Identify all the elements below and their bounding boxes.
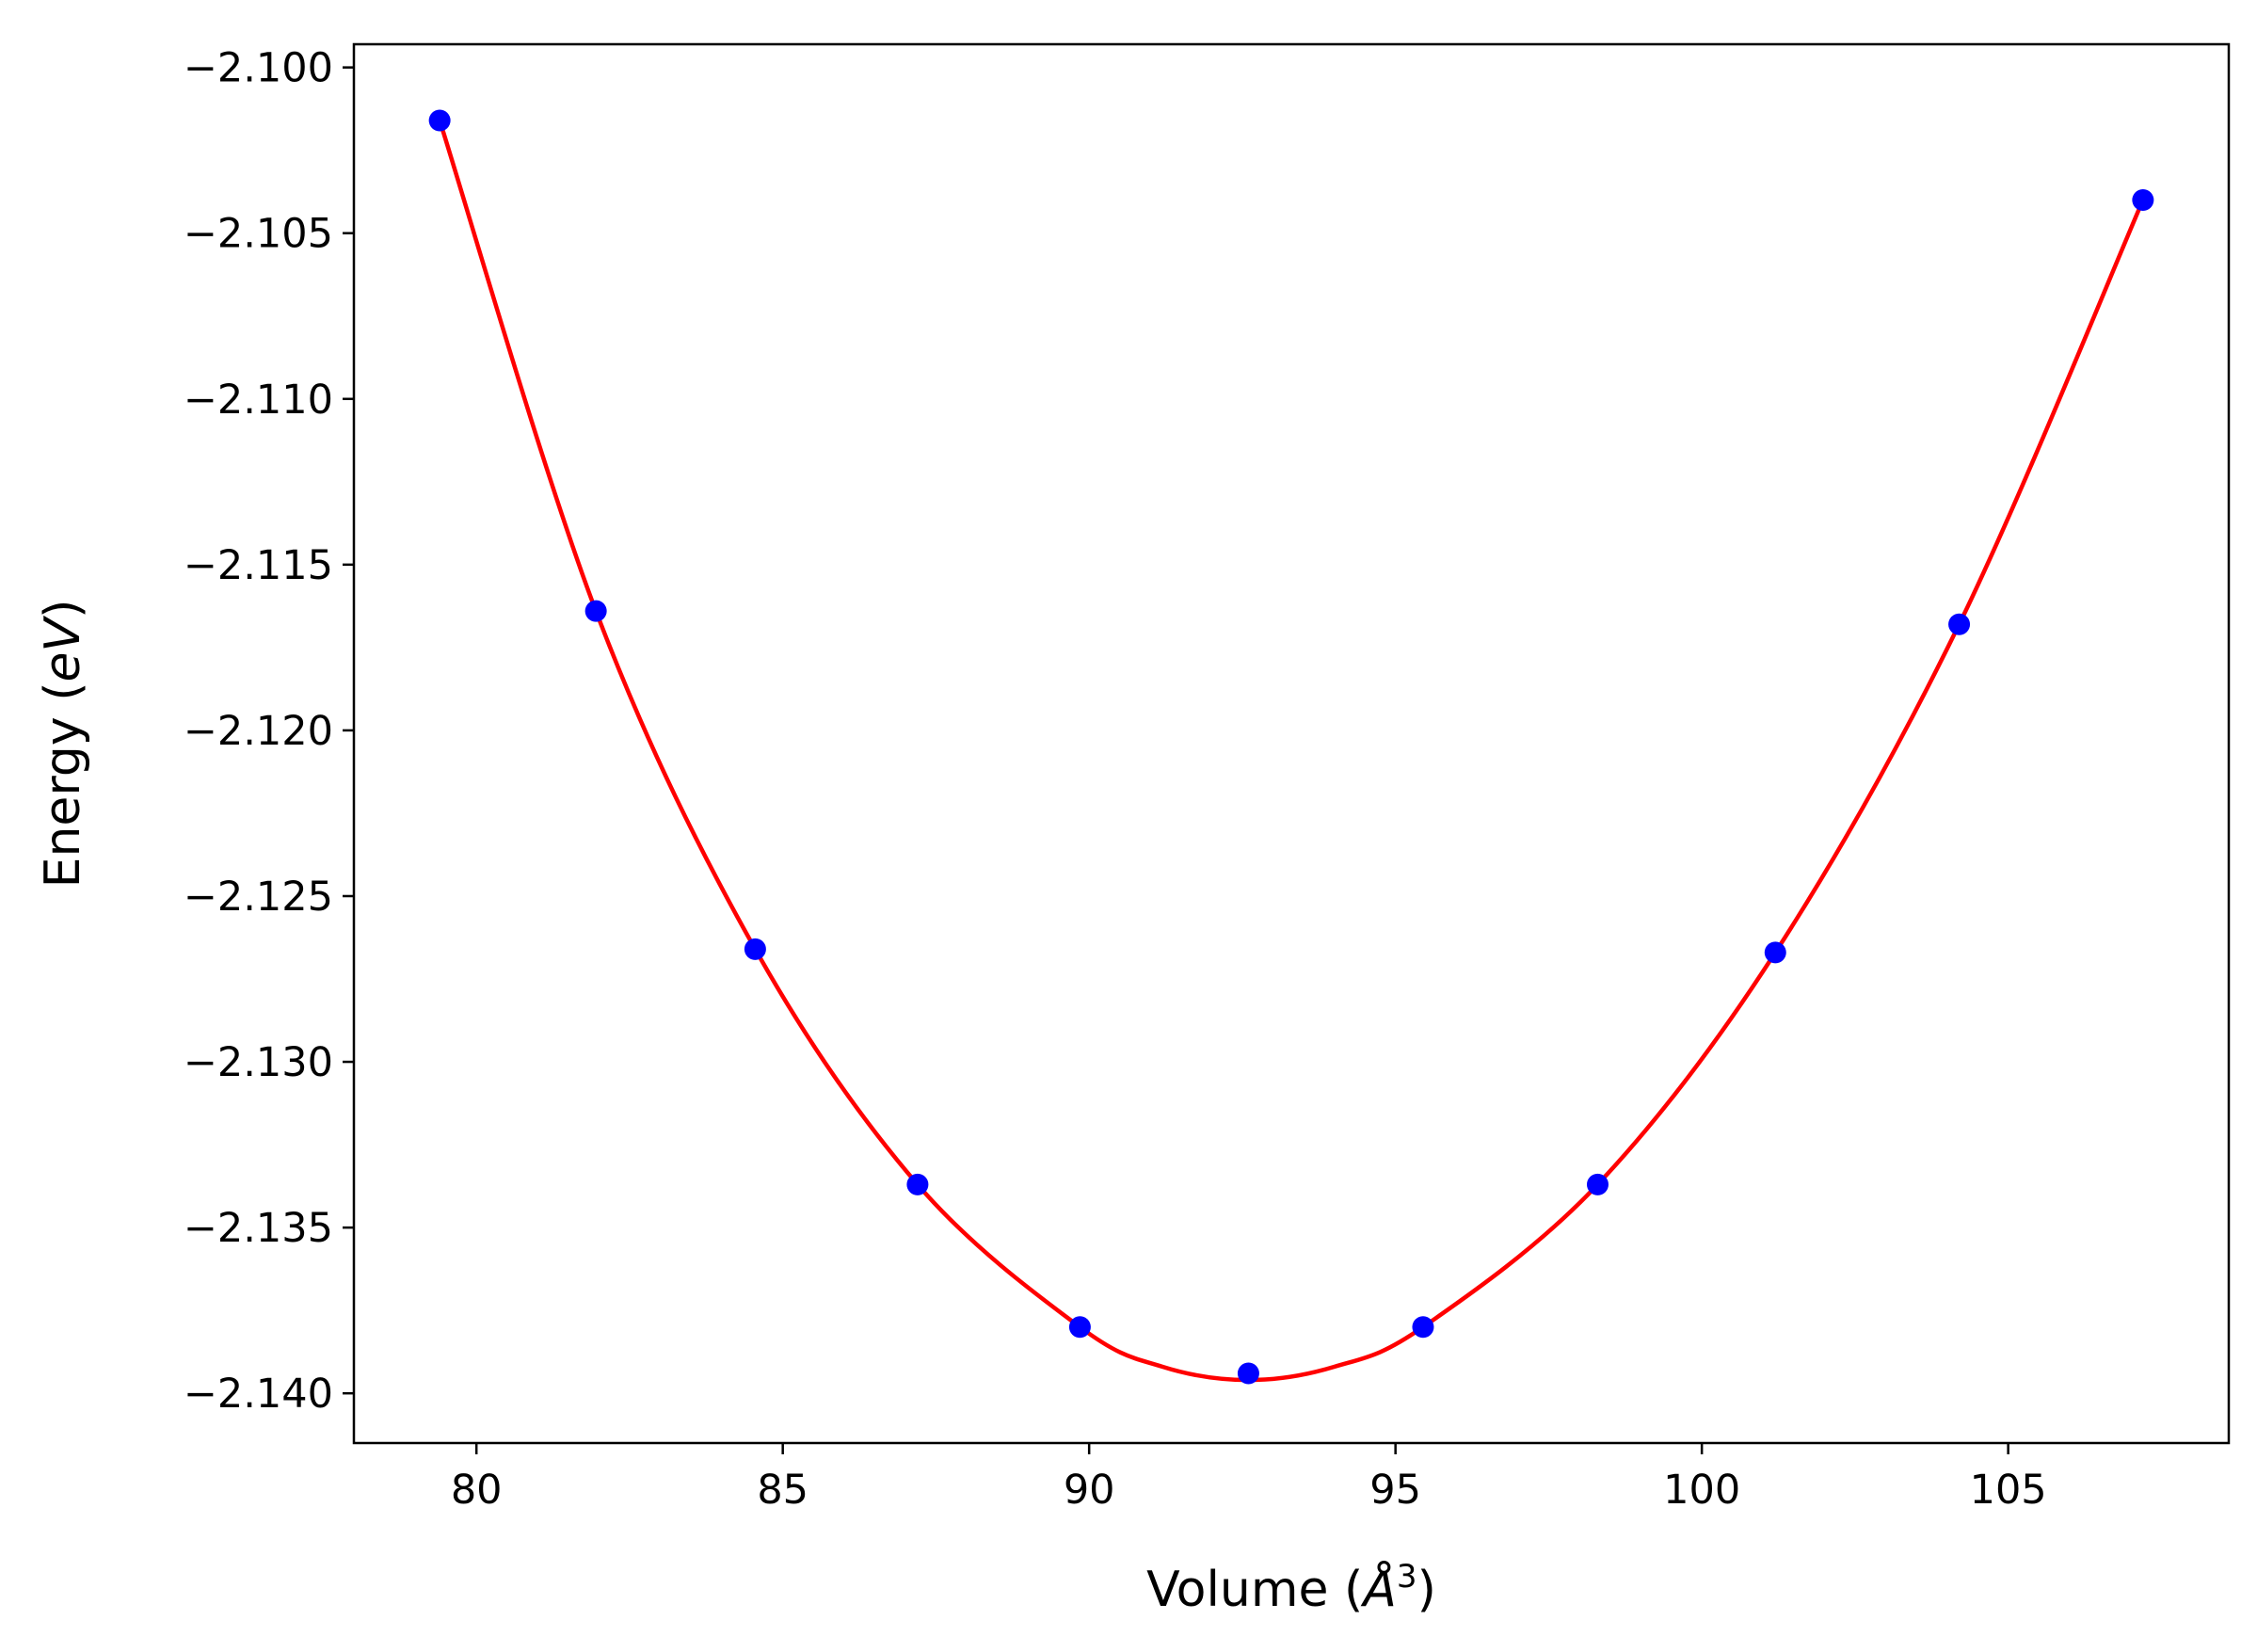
x-tick-label: 80 bbox=[451, 1467, 503, 1514]
y-axis: −2.100 −2.105 −2.110 −2.115 −2.120 −2.125 −2.1… bbox=[184, 45, 354, 1418]
y-tick-label: −2.115 bbox=[184, 542, 333, 589]
axes-frame bbox=[352, 42, 2231, 1445]
y-tick-label: −2.100 bbox=[184, 45, 333, 92]
y-tick-label: −2.105 bbox=[184, 211, 333, 258]
y-tick-label: −2.135 bbox=[184, 1205, 333, 1252]
data-point bbox=[906, 1173, 929, 1195]
y-tick-label: −2.120 bbox=[184, 708, 333, 755]
data-point bbox=[1948, 613, 1971, 635]
x-tick-label: 85 bbox=[757, 1467, 808, 1514]
data-point bbox=[744, 938, 766, 960]
x-axis-label: Volume (Å3) bbox=[1146, 1558, 1436, 1618]
data-point bbox=[1237, 1362, 1259, 1385]
data-point bbox=[1764, 941, 1786, 964]
y-tick-label: −2.110 bbox=[184, 377, 333, 424]
data-point bbox=[1068, 1316, 1091, 1339]
x-tick-label: 100 bbox=[1663, 1467, 1740, 1514]
plot-area bbox=[428, 109, 2154, 1385]
data-point bbox=[1586, 1173, 1609, 1195]
y-axis-label: Energy (eV) bbox=[35, 600, 91, 889]
x-tick-label: 95 bbox=[1369, 1467, 1421, 1514]
data-point bbox=[584, 600, 607, 622]
data-point bbox=[2132, 189, 2154, 212]
y-tick-label: −2.125 bbox=[184, 874, 333, 921]
x-tick-label: 105 bbox=[1970, 1467, 2047, 1514]
data-point bbox=[1412, 1316, 1434, 1339]
x-tick-label: 90 bbox=[1064, 1467, 1115, 1514]
data-point bbox=[428, 109, 451, 132]
y-tick-label: −2.140 bbox=[184, 1371, 333, 1418]
x-axis: 80 85 90 95 100 105 bbox=[451, 1443, 2047, 1514]
y-tick-label: −2.130 bbox=[184, 1039, 333, 1086]
